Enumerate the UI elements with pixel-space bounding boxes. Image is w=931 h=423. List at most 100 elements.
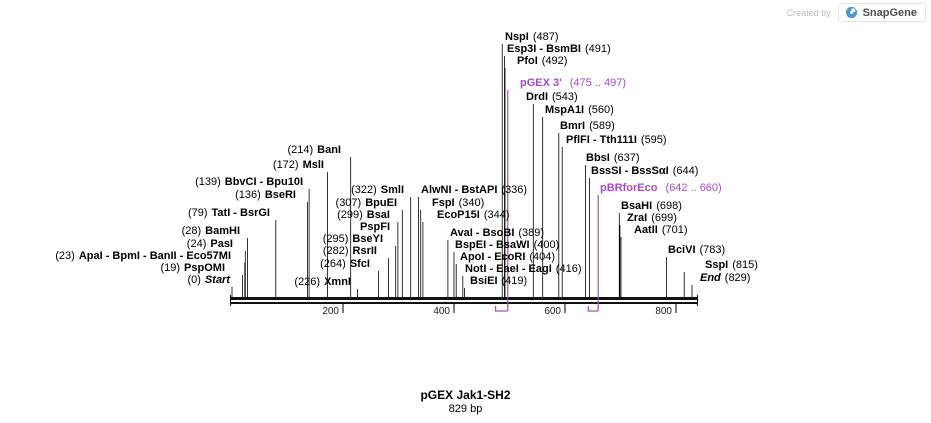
primer-label[interactable]: pGEX 3' (475 .. 497) xyxy=(520,77,626,90)
site-label-end[interactable]: End (829) xyxy=(700,272,750,285)
site-label[interactable]: ZraI (699) xyxy=(627,212,677,225)
site-position: (560) xyxy=(588,104,614,116)
site-label[interactable]: (264) SfcI xyxy=(320,258,370,271)
site-label[interactable]: EcoP15I (344) xyxy=(437,209,510,222)
site-label[interactable]: (19) PspOMI xyxy=(160,262,225,275)
site-connector-lines xyxy=(231,44,693,297)
site-name: PflFI - Tth111I xyxy=(566,134,637,146)
site-position: (404) xyxy=(529,251,556,263)
site-name: MslI xyxy=(302,159,324,171)
site-position: (487) xyxy=(532,31,559,43)
site-label[interactable]: (322) SmlI xyxy=(351,184,404,197)
site-position: (492) xyxy=(541,55,568,67)
site-label[interactable]: (214) BanI xyxy=(287,144,341,157)
site-name: BamHI xyxy=(205,225,240,237)
site-label[interactable]: (295) BseYI xyxy=(323,233,383,246)
site-position: (829) xyxy=(724,272,751,284)
site-label[interactable]: (299) BsaI xyxy=(337,209,390,222)
site-label[interactable]: NotI - EaeI - EagI (416) xyxy=(465,263,581,276)
site-name: BpuEI xyxy=(365,197,397,209)
site-label[interactable]: (28) BamHI xyxy=(182,225,240,238)
site-label[interactable]: NspI (487) xyxy=(505,31,559,44)
site-label[interactable]: (79) TatI - BsrGI xyxy=(188,207,270,220)
site-name: TatI - BsrGI xyxy=(211,207,270,219)
site-label[interactable]: PspFI xyxy=(356,221,390,234)
site-label[interactable]: (172) MslI xyxy=(273,159,324,172)
primer-range-bracket xyxy=(495,306,508,312)
primer-range: (475 .. 497) xyxy=(569,77,627,89)
site-position: (340) xyxy=(458,197,485,209)
ruler-label: 600 xyxy=(544,306,561,317)
site-label[interactable]: (136) BseRI xyxy=(235,189,296,202)
primer-label[interactable]: pBRforEco (642 .. 660) xyxy=(600,182,722,195)
site-position: (815) xyxy=(732,259,758,271)
site-label[interactable]: BbsI (637) xyxy=(586,152,640,165)
site-position: (307) xyxy=(335,197,362,209)
site-position: (543) xyxy=(552,91,578,103)
ruler-label: 400 xyxy=(433,306,450,317)
site-name: BbvCI - Bpu10I xyxy=(224,176,303,188)
site-position: (400) xyxy=(533,239,560,251)
site-label[interactable]: (24) PasI xyxy=(187,238,233,251)
site-position: (336) xyxy=(501,184,528,196)
site-name: BsaHI xyxy=(621,200,653,212)
snapgene-badge[interactable]: SnapGene xyxy=(837,3,926,22)
site-label[interactable]: DrdI (543) xyxy=(526,91,578,104)
site-label[interactable]: (139) BbvCI - Bpu10I xyxy=(195,176,303,189)
site-name: NspI xyxy=(505,31,529,43)
watermark: Created by SnapGene xyxy=(787,3,926,22)
site-name: ApaI - BpmI - BanII - Eco57MI xyxy=(78,250,231,262)
site-label[interactable]: BsiEI (419) xyxy=(470,275,527,288)
site-label[interactable]: BspEI - BsaWI (400) xyxy=(455,239,559,252)
site-label[interactable]: (307) BpuEI xyxy=(336,197,397,210)
site-name: BsiEI xyxy=(470,275,498,287)
site-label[interactable]: BssSI - BssSαI (644) xyxy=(591,165,698,178)
site-label[interactable]: (23) ApaI - BpmI - BanII - Eco57MI xyxy=(55,250,231,263)
site-position: (644) xyxy=(672,165,699,177)
site-label[interactable]: BmrI (589) xyxy=(560,120,615,133)
site-position: (79) xyxy=(187,207,208,219)
site-label[interactable]: MspA1I (560) xyxy=(545,104,614,117)
site-label[interactable]: AvaI - BsoBI (389) xyxy=(450,227,544,240)
site-position: (637) xyxy=(613,152,640,164)
site-position: (419) xyxy=(501,275,528,287)
snapgene-logo-icon xyxy=(845,6,857,19)
map-length: 829 bp xyxy=(448,403,483,415)
site-position: (0) xyxy=(187,274,201,286)
site-position: (699) xyxy=(651,212,677,224)
site-label[interactable]: AatII (701) xyxy=(634,224,688,237)
site-label[interactable]: Esp3I - BsmBI (491) xyxy=(507,43,611,56)
site-position: (698) xyxy=(656,200,682,212)
site-label[interactable]: PflFI - Tth111I (595) xyxy=(566,134,667,147)
site-label[interactable]: BsaHI (698) xyxy=(621,200,682,213)
site-label[interactable]: PfoI (492) xyxy=(517,55,567,68)
site-position: (214) xyxy=(287,144,314,156)
site-label-start[interactable]: (0) Start xyxy=(187,274,230,287)
site-name: PasI xyxy=(210,238,233,250)
site-label[interactable]: AlwNI - BstAPI (336) xyxy=(421,184,527,197)
site-label[interactable]: (282) RsrII xyxy=(323,245,377,258)
site-label[interactable]: SspI (815) xyxy=(705,259,758,272)
site-position: (299) xyxy=(337,209,363,221)
sequence-bar[interactable] xyxy=(229,295,699,306)
ruler-label: 800 xyxy=(655,306,672,317)
site-name: BbsI xyxy=(586,152,610,164)
ruler-label: 200 xyxy=(322,306,339,317)
site-label[interactable]: ApoI - EcoRI (404) xyxy=(460,251,555,264)
site-name: SfcI xyxy=(349,258,370,270)
site-name: XmnI xyxy=(324,276,351,288)
site-position: (24) xyxy=(186,238,207,250)
site-position: (19) xyxy=(160,262,181,274)
site-name: BspEI - BsaWI xyxy=(455,239,530,251)
site-label[interactable]: (226) XmnI xyxy=(294,276,351,289)
site-name: MspA1I xyxy=(545,104,585,116)
site-name: Start xyxy=(204,274,230,286)
site-name: PfoI xyxy=(517,55,538,67)
site-position: (595) xyxy=(640,134,667,146)
site-name: ZraI xyxy=(627,212,648,224)
primer-name: pBRforEco xyxy=(600,182,658,194)
site-position: (282) xyxy=(322,245,349,257)
site-label[interactable]: FspI (340) xyxy=(432,197,484,210)
site-label[interactable]: BciVI (783) xyxy=(668,244,725,257)
